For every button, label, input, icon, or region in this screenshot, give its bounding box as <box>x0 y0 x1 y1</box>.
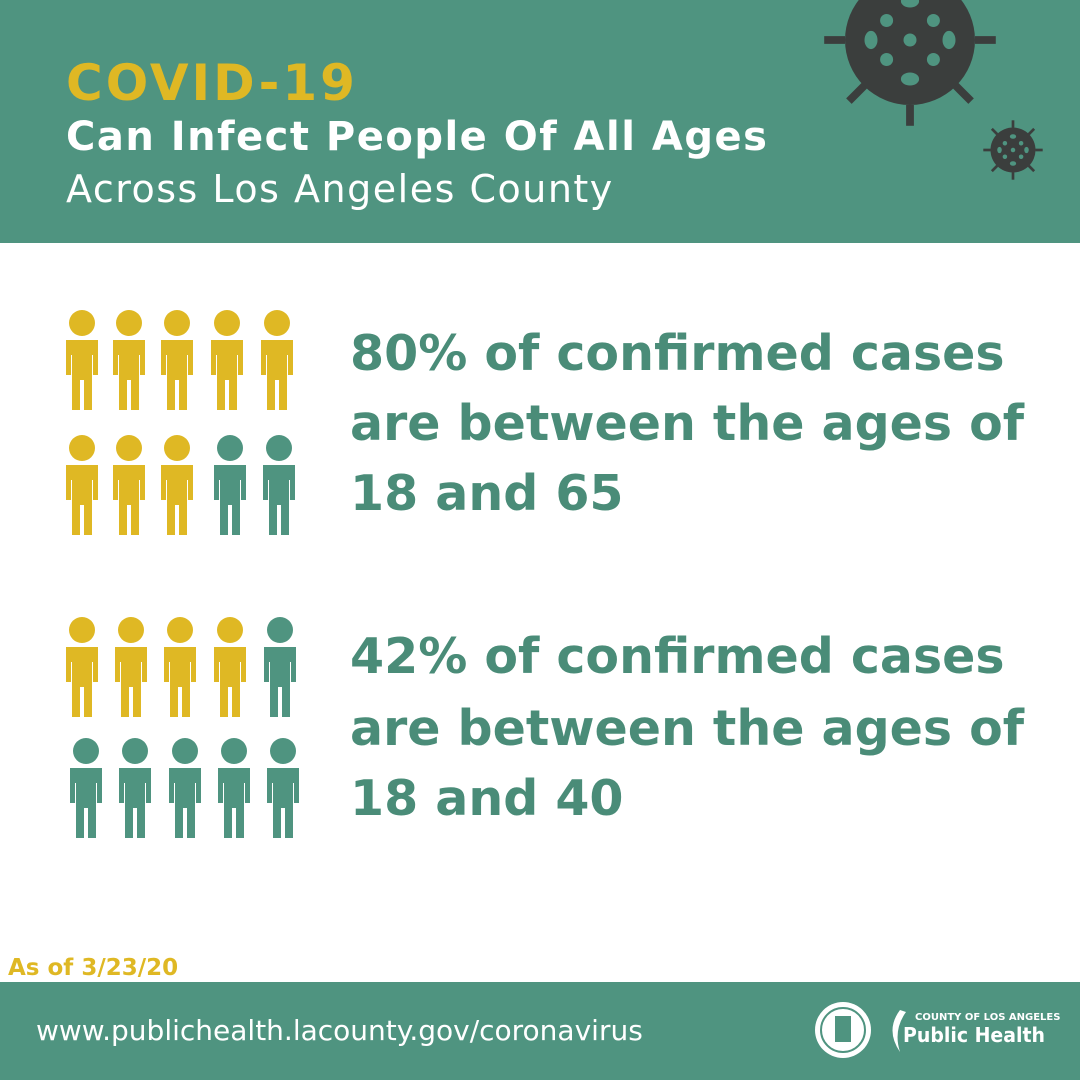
subtitle: Can Infect People Of All Ages <box>66 114 768 160</box>
person-icon <box>113 310 145 410</box>
footer-band <box>0 982 1080 1080</box>
person-icon <box>267 738 299 838</box>
person-icon <box>214 617 246 717</box>
stat-line: are between the ages of <box>350 700 1025 757</box>
person-icon <box>169 738 201 838</box>
title: COVID-19 <box>66 54 358 112</box>
person-icon <box>161 435 193 535</box>
person-icon <box>263 435 295 535</box>
person-icon <box>115 617 147 717</box>
footer-url: www.publichealth.lacounty.gov/coronaviru… <box>36 1014 643 1047</box>
stat-line: 18 and 40 <box>350 770 624 827</box>
county-seal <box>815 1002 871 1058</box>
person-icon <box>113 435 145 535</box>
person-icon <box>261 310 293 410</box>
person-icon <box>66 617 98 717</box>
person-icon <box>161 310 193 410</box>
stat-line: 18 and 65 <box>350 465 624 522</box>
person-icon <box>164 617 196 717</box>
person-icon <box>66 310 98 410</box>
stat-line: 42% of confirmed cases <box>350 628 1005 685</box>
person-icon <box>211 310 243 410</box>
person-icon <box>264 617 296 717</box>
people-group <box>66 310 295 535</box>
stat-line: 80% of confirmed cases <box>350 325 1005 382</box>
stat-text: 80% of confirmed cases are between the a… <box>350 325 1025 827</box>
subtitle: Across Los Angeles County <box>66 167 614 211</box>
person-icon <box>70 738 102 838</box>
person-icon <box>214 435 246 535</box>
person-icon <box>66 435 98 535</box>
person-icon <box>218 738 250 838</box>
stat-line: are between the ages of <box>350 395 1025 452</box>
person-icon <box>119 738 151 838</box>
people-group <box>66 617 299 838</box>
logo-text: Public Health <box>903 1023 1045 1047</box>
logo-text: County of Los Angeles <box>915 1012 1060 1023</box>
logo-mark <box>892 1010 906 1052</box>
date-note: As of 3/23/20 <box>8 955 178 981</box>
virus-icon <box>981 118 1045 182</box>
